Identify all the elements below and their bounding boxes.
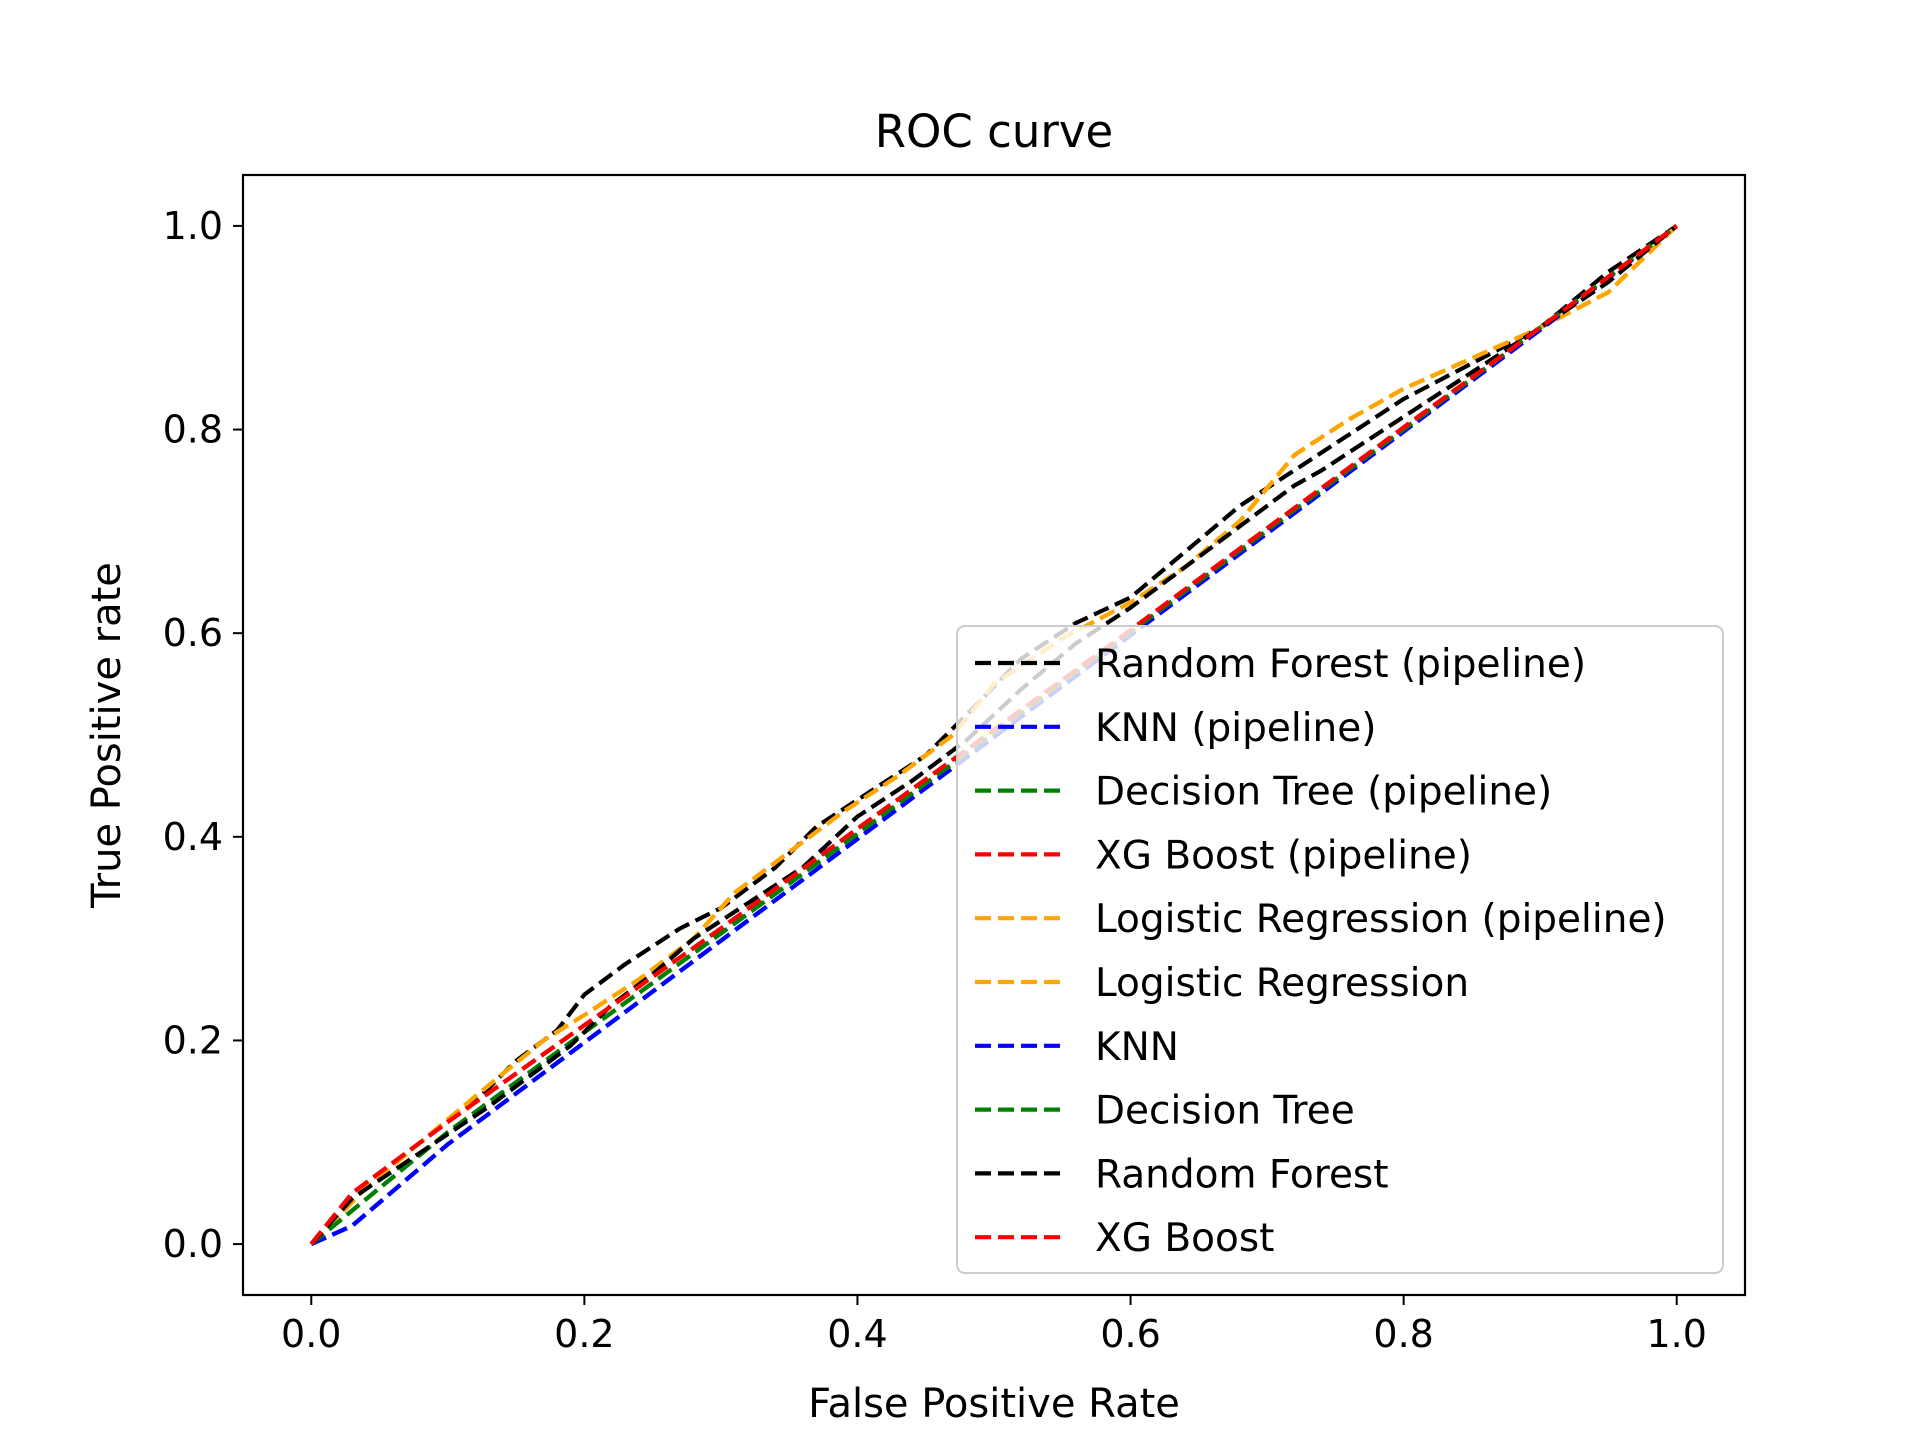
legend-label: Decision Tree (pipeline)	[1095, 770, 1552, 815]
legend-label: KNN	[1095, 1025, 1179, 1070]
y-tick-label: 0.6	[163, 611, 223, 655]
legend-label: Random Forest	[1095, 1152, 1389, 1197]
legend-label: KNN (pipeline)	[1095, 706, 1376, 751]
x-tick-label: 0.4	[827, 1312, 887, 1356]
x-tick-label: 0.0	[281, 1312, 341, 1356]
legend-label: XG Boost	[1095, 1216, 1274, 1261]
x-tick-label: 1.0	[1647, 1312, 1707, 1356]
x-tick-label: 0.2	[554, 1312, 614, 1356]
legend-frame	[956, 625, 1724, 1274]
series-line-xg-boost	[309, 224, 1678, 1246]
y-tick-label: 0.4	[163, 815, 223, 859]
series-line-logistic-regression	[309, 224, 1679, 1246]
y-axis-label: True Positive rate	[84, 562, 130, 909]
legend: Random Forest (pipeline) KNN (pipeline) De…	[956, 625, 1724, 1274]
x-tick-label: 0.8	[1373, 1312, 1433, 1356]
plot-frame	[241, 173, 1747, 1297]
y-tick-label: 0.8	[163, 408, 223, 452]
legend-label: Logistic Regression	[1095, 961, 1469, 1006]
y-tick-label: 1.0	[163, 204, 223, 248]
legend-label: XG Boost (pipeline)	[1095, 833, 1472, 878]
axis-ticks: 0.0 0.2 0.4 0.6 0.8 1.0 0.0 0.2 0.4 0.6 0.8 1.0	[163, 204, 1707, 1356]
y-tick-label: 0.2	[163, 1018, 223, 1062]
chart-title: ROC curve	[875, 105, 1114, 158]
legend-label: Decision Tree	[1095, 1089, 1355, 1134]
y-tick-label: 0.0	[163, 1222, 223, 1266]
legend-label: Logistic Regression (pipeline)	[1095, 897, 1667, 942]
legend-label: Random Forest (pipeline)	[1095, 642, 1586, 687]
x-tick-label: 0.6	[1100, 1312, 1160, 1356]
x-axis-label: False Positive Rate	[808, 1381, 1180, 1427]
